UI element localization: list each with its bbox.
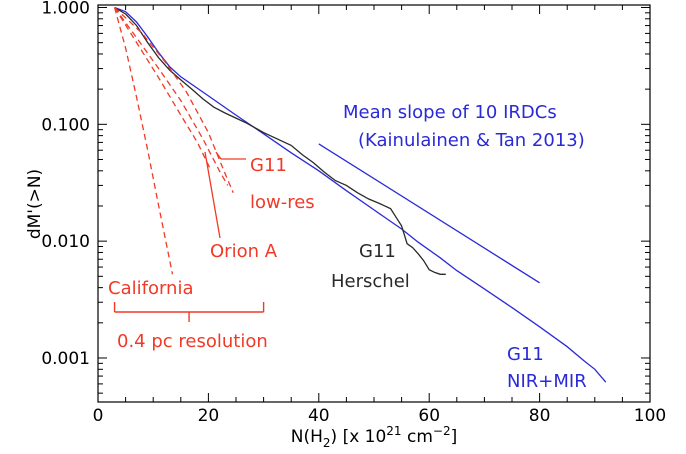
annotation-kainulainen-tan: (Kainulainen & Tan 2013) — [358, 130, 585, 151]
y-tick-label: 1.000 — [41, 0, 90, 18]
scale-bar — [113, 302, 265, 322]
x-tick-label: 60 — [418, 406, 440, 426]
y-tick-label: 0.001 — [41, 349, 90, 369]
annotation-g11-nirmir-2: NIR+MIR — [507, 371, 587, 392]
series-line-orion-a — [114, 7, 212, 172]
tick-labels: 0 20 40 60 80 100 0.001 0.010 0.100 1.000 — [41, 0, 666, 426]
annotation-g11-lowres-2: low-res — [250, 192, 315, 213]
series-line-california — [113, 7, 174, 275]
series-line-g11-nir-mir — [114, 6, 607, 383]
y-tick-label: 0.100 — [41, 115, 90, 135]
series-group — [113, 6, 607, 383]
pointer-orion-a — [204, 151, 221, 239]
series-line-g11-low-res — [114, 7, 234, 193]
annotation-california: California — [108, 278, 193, 299]
annotation-g11-lowres-1: G11 — [250, 155, 287, 176]
x-tick-label: 40 — [308, 406, 330, 426]
pointer-g11-lowres-2 — [215, 151, 222, 160]
y-axis-title: dM'(>N) — [25, 169, 45, 239]
x-tick-label: 80 — [529, 406, 551, 426]
annotation-g11-nirmir-1: G11 — [507, 344, 544, 365]
annotation-mean-slope: Mean slope of 10 IRDCs — [343, 102, 557, 123]
annotation-resolution: 0.4 pc resolution — [117, 331, 268, 352]
x-tick-label: 100 — [634, 406, 666, 426]
y-tick-label: 0.010 — [41, 232, 90, 252]
series-line-g11-low-res-2- — [114, 7, 229, 186]
annotation-g11-herschel-1: G11 — [359, 241, 396, 262]
annotation-orion-a: Orion A — [210, 241, 278, 262]
series-line-g11-herschel — [114, 6, 446, 275]
series-line-mean-slope-of-10-irdcs — [318, 143, 540, 284]
axis-ticks — [97, 5, 651, 402]
x-tick-label: 20 — [198, 406, 220, 426]
x-axis-title: N(H2) [x 1021 cm−2] — [291, 424, 457, 450]
x-tick-label: 0 — [93, 406, 104, 426]
annotation-g11-herschel-2: Herschel — [331, 271, 410, 292]
